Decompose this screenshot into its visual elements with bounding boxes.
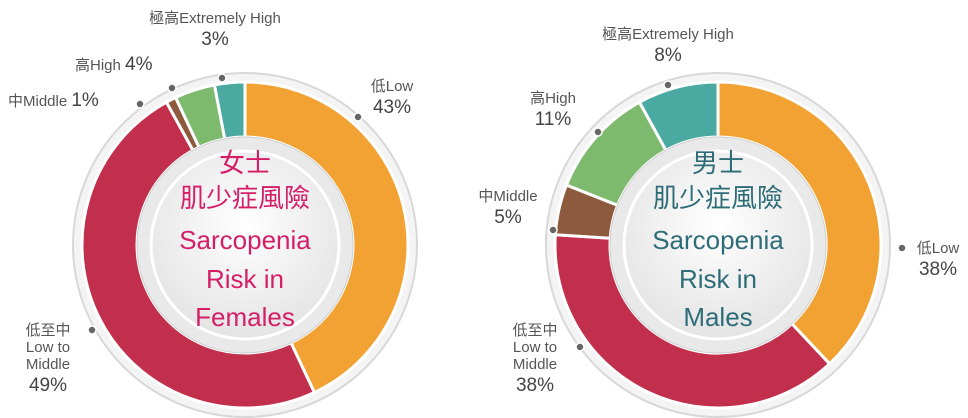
label-dot (897, 243, 907, 253)
slice-label: 中Middle 5% (428, 188, 588, 231)
label-dot (167, 83, 177, 93)
label-dot (217, 73, 227, 83)
value-label: 4% (125, 54, 153, 75)
value-label: 38% (515, 375, 555, 396)
category-label: 中Middle (8, 93, 68, 110)
category-label: 極高Extremely High (149, 10, 281, 27)
center-title: 肌少症風險 (180, 183, 310, 213)
label-dot (87, 325, 97, 335)
slice-label: 中Middle 1% (8, 90, 208, 111)
center-title: Sarcopenia (179, 225, 311, 255)
category-label: 低Low (370, 78, 414, 95)
label-dot (663, 80, 673, 90)
label-dot (135, 99, 145, 109)
slice-label: 高High 11% (473, 90, 633, 133)
value-label: 5% (494, 207, 522, 228)
category-label: 低至中 Low to Middle (25, 322, 71, 373)
label-dot (353, 112, 363, 122)
value-label: 3% (201, 29, 229, 50)
label-dot (593, 127, 603, 137)
inner-disc (149, 149, 341, 341)
category-label: 高High (75, 57, 121, 74)
center-title: Males (683, 302, 752, 332)
slice-label: 極高Extremely High 3% (135, 10, 295, 53)
label-dot (548, 225, 558, 235)
slice-label: 低至中 Low to Middle 49% (0, 322, 128, 399)
slice-label: 低至中 Low to Middle 38% (455, 322, 615, 399)
center-title: 男士 (692, 148, 744, 178)
center-title: Females (195, 302, 295, 332)
category-label: 低Low (916, 240, 960, 257)
value-label: 8% (654, 45, 682, 66)
label-dot (575, 342, 585, 352)
category-label: 極高Extremely High (602, 26, 734, 43)
center-title: 肌少症風險 (653, 183, 783, 213)
category-label: 低至中 Low to Middle (512, 322, 558, 373)
value-label: 49% (28, 375, 68, 396)
category-label: 高High (530, 90, 576, 107)
center-title: Sarcopenia (652, 225, 784, 255)
center-title: Risk in (206, 264, 284, 294)
value-label: 11% (534, 109, 572, 130)
center-title: Risk in (679, 264, 757, 294)
slice-label: 低Low 43% (312, 78, 472, 121)
slice-label: 極高Extremely High 8% (588, 26, 748, 69)
center-title: 女士 (219, 148, 271, 178)
value-label: 38% (918, 259, 958, 280)
category-label: 中Middle (478, 188, 538, 205)
inner-disc (622, 149, 814, 341)
value-label: 43% (372, 97, 412, 118)
slice-label: 低Low 38% (858, 240, 968, 283)
value-label: 1% (71, 90, 99, 111)
slice-label: 高High 4% (75, 54, 275, 75)
